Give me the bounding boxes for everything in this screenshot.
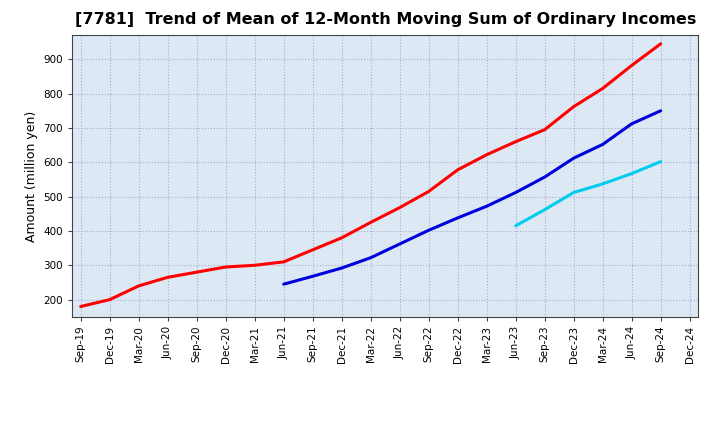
Title: [7781]  Trend of Mean of 12-Month Moving Sum of Ordinary Incomes: [7781] Trend of Mean of 12-Month Moving … — [74, 12, 696, 27]
Y-axis label: Amount (million yen): Amount (million yen) — [24, 110, 37, 242]
Legend: 3 Years, 5 Years, 7 Years, 10 Years: 3 Years, 5 Years, 7 Years, 10 Years — [189, 434, 582, 440]
